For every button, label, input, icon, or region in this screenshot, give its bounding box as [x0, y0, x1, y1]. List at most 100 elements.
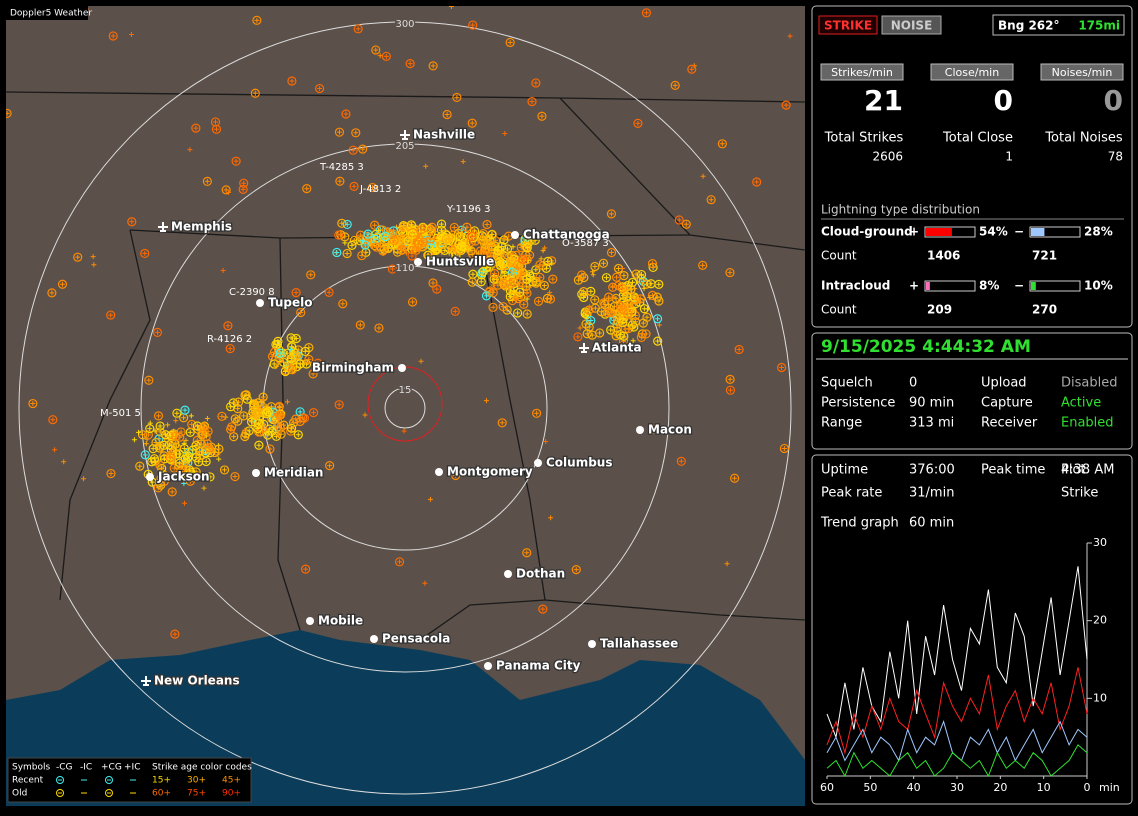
strike [173, 433, 179, 439]
strike [265, 444, 275, 454]
strike [274, 354, 285, 364]
strike [204, 443, 214, 453]
percent-label: 10% [1084, 279, 1113, 293]
strike [136, 429, 142, 435]
strike [176, 451, 182, 457]
strike [153, 439, 159, 445]
strike [407, 297, 418, 307]
strike [308, 408, 319, 418]
strike [202, 176, 212, 187]
mode-button[interactable] [818, 15, 878, 35]
strike [547, 296, 553, 302]
strike [654, 279, 664, 289]
percent-label: 28% [1084, 225, 1113, 239]
strike [232, 474, 238, 480]
legend-age: 30+ [187, 776, 206, 786]
strike [340, 301, 346, 307]
strike [571, 565, 581, 575]
stat-value: 4:38 AM [1061, 463, 1114, 478]
percent-bar [1031, 282, 1036, 290]
strike [687, 64, 697, 74]
strike [52, 447, 58, 453]
stat-value: 376:00 [909, 463, 955, 478]
strike [236, 399, 242, 405]
x-tick-label: 60 [820, 781, 834, 794]
strike [426, 234, 436, 244]
strike [550, 276, 556, 282]
strike [499, 420, 505, 426]
strike [548, 515, 554, 521]
strike [500, 304, 506, 310]
status-label: Squelch [821, 376, 873, 391]
y-tick-label: 20 [1093, 614, 1107, 627]
strike [629, 322, 639, 332]
strike [75, 254, 81, 260]
strike [508, 260, 514, 266]
strike [308, 369, 318, 379]
strike [379, 227, 385, 233]
strike [777, 362, 787, 373]
type-name: Cloud-ground [821, 225, 913, 239]
total-value: 78 [1108, 150, 1123, 164]
strike [706, 195, 716, 205]
storm-tag: O-3587 3 [562, 238, 609, 249]
header-button[interactable] [1040, 63, 1124, 81]
status-value: 313 mi [909, 416, 954, 431]
strike [672, 82, 678, 88]
strike [151, 437, 161, 448]
strike [390, 231, 396, 237]
strike [608, 327, 614, 333]
strike [504, 246, 510, 252]
strike [652, 292, 662, 302]
status-value: 90 min [909, 396, 954, 411]
strike [360, 240, 370, 250]
strike [517, 289, 523, 295]
strike [326, 289, 332, 295]
status-label: Range [821, 416, 862, 431]
strike [161, 430, 171, 440]
strike [297, 409, 303, 415]
strike [188, 445, 198, 455]
strike [253, 419, 264, 429]
strike [674, 215, 684, 225]
strike [293, 335, 299, 341]
mode-button[interactable] [881, 15, 942, 35]
strike [373, 47, 379, 53]
strike [277, 350, 283, 356]
strike [524, 289, 530, 295]
header-button[interactable] [930, 63, 1014, 81]
header-button[interactable] [820, 63, 904, 81]
strike [233, 158, 239, 164]
strike [592, 297, 598, 303]
strike [432, 284, 442, 294]
strike [581, 294, 587, 300]
strike [387, 264, 398, 274]
strike [185, 476, 195, 486]
strike [264, 424, 274, 434]
total-value: 2606 [872, 150, 903, 164]
city-dot [414, 258, 422, 266]
strike [287, 76, 297, 86]
strike [348, 145, 358, 155]
percent-bar [926, 228, 952, 236]
x-tick-label: 10 [1037, 781, 1051, 794]
strike [506, 233, 512, 239]
trend-line [826, 744, 1088, 778]
strike [161, 442, 167, 448]
strike [183, 437, 189, 443]
strike [372, 222, 378, 228]
bar-track [1029, 280, 1081, 292]
strike [502, 266, 508, 272]
strike [242, 433, 248, 439]
strike [176, 464, 186, 474]
strike [608, 211, 614, 217]
strike [619, 331, 629, 341]
ring-label: 110 [395, 263, 414, 274]
strike [698, 260, 708, 270]
strike [147, 457, 157, 467]
strike [244, 396, 250, 402]
strike [230, 471, 240, 482]
strike [238, 184, 248, 194]
count-value: 1406 [927, 249, 960, 263]
